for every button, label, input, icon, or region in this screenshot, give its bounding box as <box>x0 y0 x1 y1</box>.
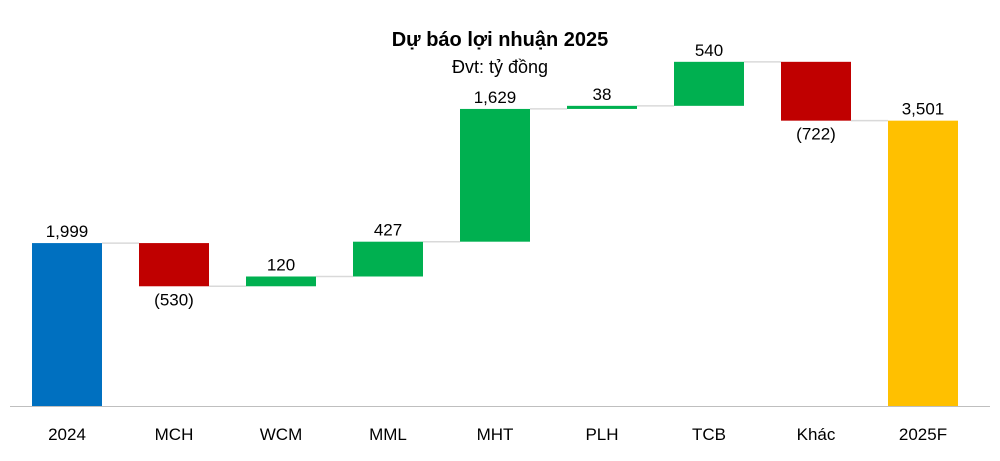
chart-title: Dự báo lợi nhuận 2025 <box>391 29 609 51</box>
value-label-mch: (530) <box>154 290 194 309</box>
category-label-mml: MML <box>369 425 407 444</box>
bar-mht <box>460 108 530 242</box>
value-label-wcm: 120 <box>267 255 295 274</box>
bar-mch <box>139 243 209 287</box>
bars <box>32 61 958 406</box>
bar-2025f <box>888 120 958 406</box>
category-label-plh: PLH <box>585 425 618 444</box>
category-labels: 2024 MCH WCM MML MHT PLH TCB Khác 2025F <box>48 425 947 444</box>
bar-tcb <box>674 61 744 106</box>
chart-subtitle: Đvt: tỷ đồng <box>451 57 549 77</box>
category-label-mch: MCH <box>155 425 194 444</box>
category-label-wcm: WCM <box>260 425 302 444</box>
bar-2024 <box>32 243 102 406</box>
category-label-khác: Khác <box>797 425 836 444</box>
bar-plh <box>567 105 637 109</box>
value-label-plh: 38 <box>593 85 612 104</box>
value-labels: 1,999 (530) 120 427 1,629 38 540 (722) 3,501 <box>46 41 945 309</box>
category-label-tcb: TCB <box>692 425 726 444</box>
category-label-2025f: 2025F <box>899 425 947 444</box>
value-label-khác: (722) <box>796 125 836 144</box>
category-label-mht: MHT <box>477 425 514 444</box>
bar-mml <box>353 241 423 277</box>
connector-lines <box>102 61 888 288</box>
value-label-2025f: 3,501 <box>902 100 945 119</box>
category-label-2024: 2024 <box>48 425 86 444</box>
value-label-mml: 427 <box>374 221 402 240</box>
value-label-2024: 1,999 <box>46 222 89 241</box>
bar-khác <box>781 61 851 121</box>
value-label-mht: 1,629 <box>474 88 517 107</box>
value-label-tcb: 540 <box>695 41 723 60</box>
bar-wcm <box>246 276 316 287</box>
